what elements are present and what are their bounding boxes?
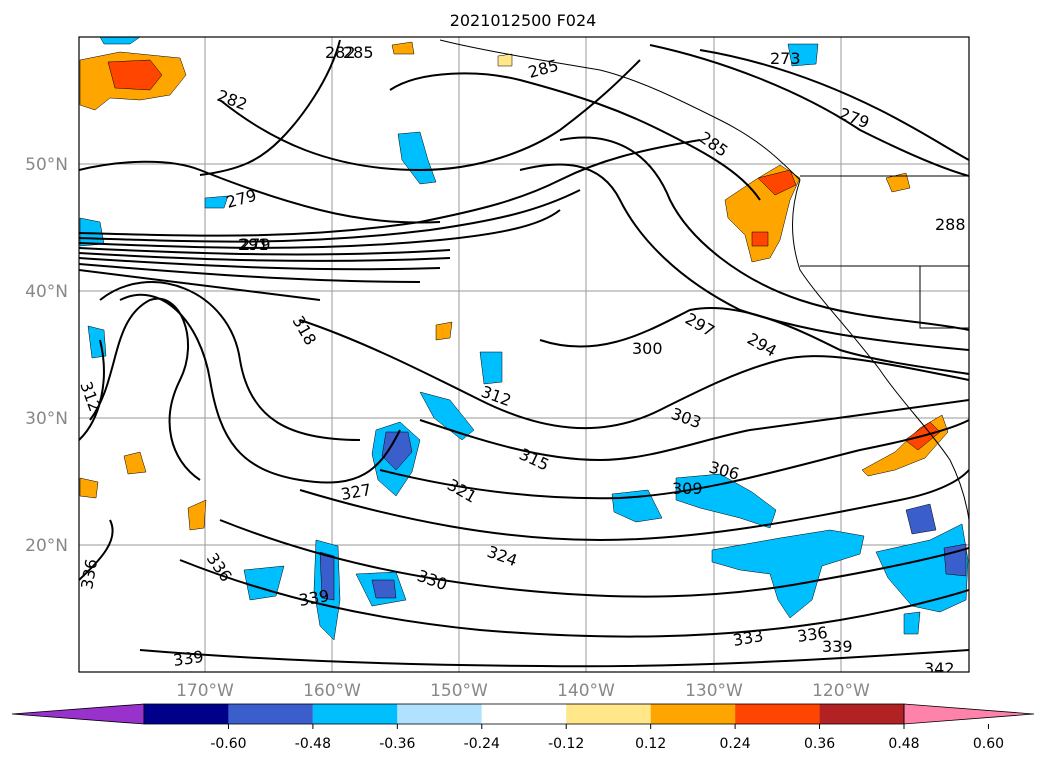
contour-lines [79, 39, 969, 668]
cold-patch [905, 503, 937, 535]
colorbar-tick-label: -0.60 [210, 736, 246, 752]
colorbar-box [566, 704, 651, 724]
lon-label: 140°W [557, 681, 615, 701]
warm-patch [435, 321, 453, 341]
lat-label: 30°N [25, 409, 68, 429]
colorbar-tick-label: -0.12 [548, 736, 584, 752]
contour-label: 291 [238, 235, 269, 254]
warm-patch [497, 53, 513, 67]
cold-patch [711, 529, 865, 619]
lat-label: 40°N [25, 282, 68, 302]
contour-label: 342 [924, 659, 955, 678]
lon-label: 120°W [812, 681, 870, 701]
colorbar-tick-label: -0.24 [464, 736, 500, 752]
colorbar-box [397, 704, 482, 724]
coastline [439, 39, 969, 521]
colorbar-frame [143, 703, 905, 725]
cold-patch [875, 523, 969, 613]
colorbar-tick-label: -0.36 [379, 736, 415, 752]
colorbar-box [481, 704, 567, 724]
map-frame [78, 36, 970, 673]
colorbar-box [819, 704, 904, 724]
colorbar-tick-label: 0.60 [973, 736, 1004, 752]
warm-patch [79, 477, 99, 499]
colorbar-box [312, 704, 398, 724]
colorbar: -0.60 -0.48 -0.36 -0.24 -0.12 0.12 0.24 0.36 0.4… [11, 703, 1035, 752]
lon-label: 150°W [430, 681, 488, 701]
cold-patch [381, 431, 413, 471]
contour-label: 336 [77, 557, 101, 590]
contour-label: 288 [935, 215, 966, 234]
warm-patch [391, 41, 415, 55]
colorbar-extend-min [11, 703, 145, 725]
cold-patch [903, 611, 921, 635]
warm-patch [757, 169, 797, 196]
cold-patch [99, 37, 141, 45]
contour-label: 300 [632, 339, 663, 358]
cold-patch [479, 351, 503, 385]
colorbar-box [144, 704, 229, 724]
lon-label: 170°W [176, 681, 234, 701]
cold-patch [787, 43, 819, 67]
cold-patch [204, 195, 229, 209]
warm-patch [123, 451, 147, 475]
map-panel: 285 282 285 282 279 273 279 285 291 288 … [77, 37, 969, 678]
colorbar-tick-label: 0.36 [804, 736, 835, 752]
colorbar-tick-label: 0.24 [720, 736, 751, 752]
map-title: 2021012500 F024 [450, 11, 597, 30]
contour-label: 339 [172, 647, 205, 670]
contour-label: 336 [796, 623, 829, 646]
lat-axis: 50°N 40°N 30°N 20°N [25, 155, 68, 556]
contour-label: 309 [672, 479, 703, 498]
cold-patch [397, 131, 437, 185]
cold-patch [371, 579, 397, 599]
contour-label: 279 [240, 235, 271, 254]
warm-patch [751, 231, 769, 247]
lon-label: 160°W [303, 681, 361, 701]
lat-label: 20°N [25, 536, 68, 556]
contour-label: 285 [343, 43, 374, 62]
contour-label: 273 [770, 49, 801, 68]
warm-patch [885, 172, 911, 193]
colorbar-box [735, 704, 820, 724]
contour-label: 282 [325, 43, 356, 62]
warm-patch [187, 499, 207, 531]
lon-axis: 170°W 160°W 150°W 140°W 130°W 120°W [176, 681, 870, 701]
shaded-anomalies [79, 37, 969, 641]
colorbar-box [228, 704, 313, 724]
contour-label: 339 [822, 637, 853, 656]
cold-patch [943, 543, 967, 577]
lon-label: 130°W [685, 681, 743, 701]
colorbar-extend-max [903, 703, 1035, 725]
colorbar-tick-label: 0.48 [888, 736, 919, 752]
lat-label: 50°N [25, 155, 68, 175]
colorbar-tick-label: -0.48 [295, 736, 331, 752]
colorbar-box [650, 704, 736, 724]
warm-patch [107, 59, 163, 91]
colorbar-tick-label: 0.12 [635, 736, 666, 752]
cold-patch [319, 551, 335, 601]
